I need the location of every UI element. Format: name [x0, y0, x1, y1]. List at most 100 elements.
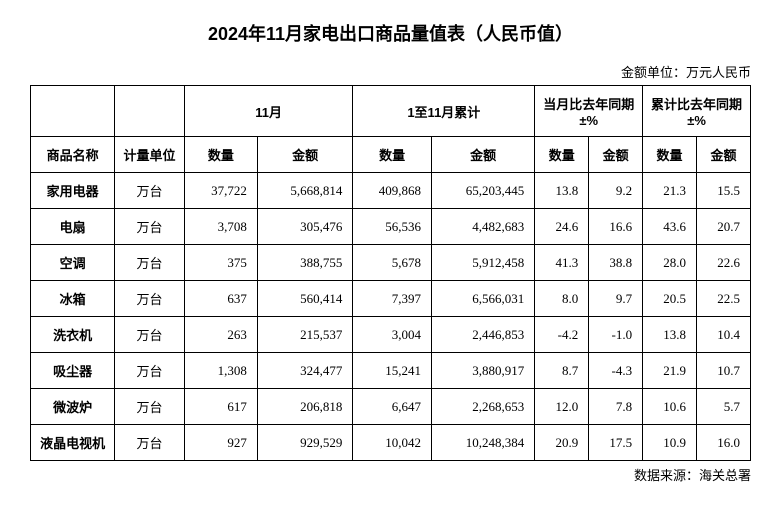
table-row: 洗衣机万台263215,5373,0042,446,853-4.2-1.013.…: [31, 317, 751, 353]
cell-cum-qty-pct: 28.0: [643, 245, 697, 281]
table-row: 冰箱万台637560,4147,3976,566,0318.09.720.522…: [31, 281, 751, 317]
cell-cum-amt: 2,446,853: [431, 317, 534, 353]
cell-cum-amt: 2,268,653: [431, 389, 534, 425]
cell-unit: 万台: [115, 209, 185, 245]
cell-cum-amt-pct: 22.5: [697, 281, 751, 317]
cell-month-amt: 5,668,814: [257, 173, 352, 209]
cell-cum-qty: 5,678: [353, 245, 432, 281]
header-amount: 金额: [257, 137, 352, 173]
cell-mom-qty-pct: 8.7: [535, 353, 589, 389]
cell-product-name: 冰箱: [31, 281, 115, 317]
cell-month-amt: 324,477: [257, 353, 352, 389]
export-table: 11月 1至11月累计 当月比去年同期±% 累计比去年同期±% 商品名称 计量单…: [30, 85, 751, 461]
cell-product-name: 液晶电视机: [31, 425, 115, 461]
header-qty: 数量: [643, 137, 697, 173]
header-blank: [31, 86, 115, 137]
header-month: 11月: [184, 86, 352, 137]
header-qty: 数量: [535, 137, 589, 173]
page-title: 2024年11月家电出口商品量值表（人民币值）: [30, 20, 751, 46]
cell-month-qty: 927: [184, 425, 257, 461]
cell-unit: 万台: [115, 173, 185, 209]
cell-cum-qty: 7,397: [353, 281, 432, 317]
cell-product-name: 家用电器: [31, 173, 115, 209]
cell-cum-amt: 5,912,458: [431, 245, 534, 281]
cell-month-qty: 637: [184, 281, 257, 317]
cell-month-qty: 37,722: [184, 173, 257, 209]
cell-cum-qty: 409,868: [353, 173, 432, 209]
table-row: 微波炉万台617206,8186,6472,268,65312.07.810.6…: [31, 389, 751, 425]
cell-cum-amt: 65,203,445: [431, 173, 534, 209]
cell-month-amt: 560,414: [257, 281, 352, 317]
cell-mom-amt-pct: -4.3: [589, 353, 643, 389]
unit-label: 金额单位：万元人民币: [30, 62, 751, 81]
table-row: 液晶电视机万台927929,52910,04210,248,38420.917.…: [31, 425, 751, 461]
cell-cum-amt-pct: 15.5: [697, 173, 751, 209]
cell-cum-qty-pct: 20.5: [643, 281, 697, 317]
cell-month-amt: 305,476: [257, 209, 352, 245]
cell-product-name: 微波炉: [31, 389, 115, 425]
cell-product-name: 洗衣机: [31, 317, 115, 353]
header-amount: 金额: [431, 137, 534, 173]
cell-month-amt: 206,818: [257, 389, 352, 425]
cell-month-qty: 375: [184, 245, 257, 281]
cell-mom-amt-pct: 38.8: [589, 245, 643, 281]
cell-mom-qty-pct: -4.2: [535, 317, 589, 353]
cell-unit: 万台: [115, 317, 185, 353]
cell-cum-qty-pct: 43.6: [643, 209, 697, 245]
cell-cum-qty-pct: 21.9: [643, 353, 697, 389]
cell-cum-qty: 15,241: [353, 353, 432, 389]
table-row: 空调万台375388,7555,6785,912,45841.338.828.0…: [31, 245, 751, 281]
cell-mom-amt-pct: -1.0: [589, 317, 643, 353]
table-row: 电扇万台3,708305,47656,5364,482,68324.616.64…: [31, 209, 751, 245]
cell-month-amt: 215,537: [257, 317, 352, 353]
table-row: 吸尘器万台1,308324,47715,2413,880,9178.7-4.32…: [31, 353, 751, 389]
source-label: 数据来源：海关总署: [30, 465, 751, 484]
cell-mom-qty-pct: 13.8: [535, 173, 589, 209]
header-row-2: 商品名称 计量单位 数量 金额 数量 金额 数量 金额 数量 金额: [31, 137, 751, 173]
cell-month-qty: 263: [184, 317, 257, 353]
cell-month-amt: 388,755: [257, 245, 352, 281]
cell-cum-amt: 4,482,683: [431, 209, 534, 245]
header-blank: [115, 86, 185, 137]
cell-cum-amt-pct: 20.7: [697, 209, 751, 245]
header-qty: 数量: [353, 137, 432, 173]
cell-cum-qty-pct: 13.8: [643, 317, 697, 353]
cell-cum-qty: 10,042: [353, 425, 432, 461]
cell-product-name: 空调: [31, 245, 115, 281]
cell-cum-amt-pct: 22.6: [697, 245, 751, 281]
header-amount: 金额: [697, 137, 751, 173]
cell-month-qty: 1,308: [184, 353, 257, 389]
cell-unit: 万台: [115, 389, 185, 425]
cell-mom-amt-pct: 7.8: [589, 389, 643, 425]
header-amount: 金额: [589, 137, 643, 173]
cell-mom-qty-pct: 8.0: [535, 281, 589, 317]
cell-mom-qty-pct: 20.9: [535, 425, 589, 461]
cell-cum-qty: 6,647: [353, 389, 432, 425]
cell-unit: 万台: [115, 353, 185, 389]
cell-month-qty: 617: [184, 389, 257, 425]
cell-cum-qty: 3,004: [353, 317, 432, 353]
cell-mom-amt-pct: 17.5: [589, 425, 643, 461]
cell-cum-amt-pct: 16.0: [697, 425, 751, 461]
cell-month-qty: 3,708: [184, 209, 257, 245]
header-cumulative: 1至11月累计: [353, 86, 535, 137]
cell-mom-qty-pct: 12.0: [535, 389, 589, 425]
cell-mom-amt-pct: 9.7: [589, 281, 643, 317]
cell-cum-qty: 56,536: [353, 209, 432, 245]
cell-cum-amt: 10,248,384: [431, 425, 534, 461]
header-mom-pct: 当月比去年同期±%: [535, 86, 643, 137]
cell-cum-amt-pct: 10.7: [697, 353, 751, 389]
cell-unit: 万台: [115, 425, 185, 461]
cell-cum-amt: 3,880,917: [431, 353, 534, 389]
cell-mom-qty-pct: 41.3: [535, 245, 589, 281]
header-cum-pct: 累计比去年同期±%: [643, 86, 751, 137]
cell-month-amt: 929,529: [257, 425, 352, 461]
cell-mom-amt-pct: 16.6: [589, 209, 643, 245]
cell-cum-amt-pct: 10.4: [697, 317, 751, 353]
cell-product-name: 吸尘器: [31, 353, 115, 389]
cell-mom-amt-pct: 9.2: [589, 173, 643, 209]
cell-unit: 万台: [115, 245, 185, 281]
cell-cum-qty-pct: 10.6: [643, 389, 697, 425]
header-qty: 数量: [184, 137, 257, 173]
cell-cum-qty-pct: 21.3: [643, 173, 697, 209]
